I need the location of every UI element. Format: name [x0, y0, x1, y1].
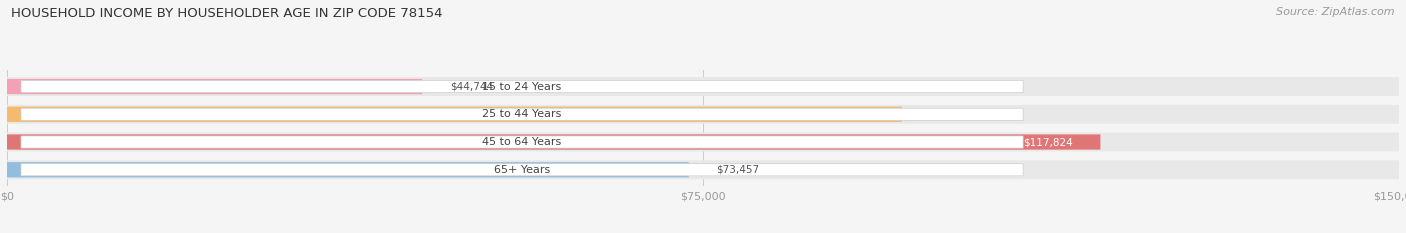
FancyBboxPatch shape — [21, 80, 1024, 93]
Text: 25 to 44 Years: 25 to 44 Years — [482, 109, 562, 119]
FancyBboxPatch shape — [21, 164, 1024, 176]
FancyBboxPatch shape — [21, 136, 1024, 148]
FancyBboxPatch shape — [7, 160, 1399, 179]
Text: 65+ Years: 65+ Years — [494, 165, 550, 175]
Text: HOUSEHOLD INCOME BY HOUSEHOLDER AGE IN ZIP CODE 78154: HOUSEHOLD INCOME BY HOUSEHOLDER AGE IN Z… — [11, 7, 443, 20]
Text: 45 to 64 Years: 45 to 64 Years — [482, 137, 561, 147]
Text: $96,440: $96,440 — [831, 109, 875, 119]
Text: $73,457: $73,457 — [717, 165, 759, 175]
FancyBboxPatch shape — [7, 134, 1101, 150]
Text: 15 to 24 Years: 15 to 24 Years — [482, 82, 561, 92]
Text: Source: ZipAtlas.com: Source: ZipAtlas.com — [1277, 7, 1395, 17]
FancyBboxPatch shape — [7, 162, 689, 177]
Text: $44,744: $44,744 — [450, 82, 494, 92]
FancyBboxPatch shape — [7, 105, 1399, 124]
FancyBboxPatch shape — [7, 77, 1399, 96]
Text: $117,824: $117,824 — [1022, 137, 1073, 147]
FancyBboxPatch shape — [7, 79, 422, 94]
FancyBboxPatch shape — [7, 107, 903, 122]
FancyBboxPatch shape — [21, 108, 1024, 120]
FancyBboxPatch shape — [7, 133, 1399, 151]
